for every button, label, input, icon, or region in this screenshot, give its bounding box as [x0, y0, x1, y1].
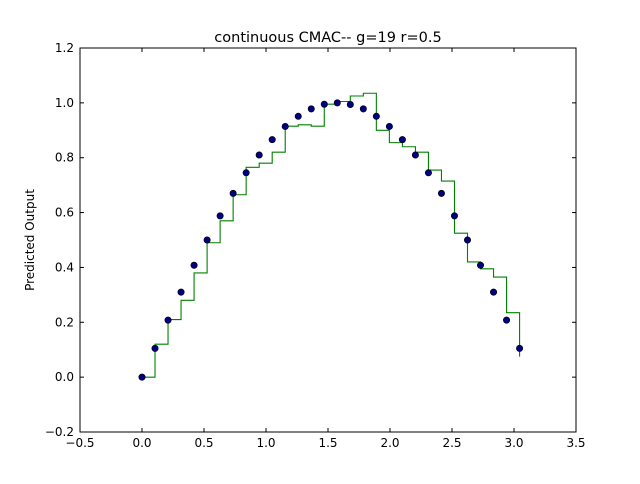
scatter-point [450, 212, 458, 220]
y-tick-label: 0.2 [55, 315, 74, 329]
x-tick-label: 2.0 [380, 436, 399, 450]
y-tick-label: 1.2 [55, 41, 74, 55]
scatter-point [177, 288, 185, 296]
scatter-point [437, 189, 445, 197]
scatter-point [463, 236, 471, 244]
scatter-point [242, 169, 250, 177]
x-tick-label: 1.5 [318, 436, 337, 450]
scatter-point [477, 261, 485, 269]
scatter-point [516, 344, 524, 352]
scatter-point [203, 236, 211, 244]
scatter-point [424, 169, 432, 177]
scatter-point [151, 344, 159, 352]
y-tick-label: 0.0 [55, 370, 74, 384]
chart-title: continuous CMAC-- g=19 r=0.5 [214, 30, 441, 46]
scatter-point [398, 136, 406, 144]
y-tick-label: 0.6 [55, 206, 74, 220]
scatter-point [346, 101, 354, 109]
x-tick-label: −0.5 [65, 436, 94, 450]
scatter-point [216, 212, 224, 220]
scatter-point [385, 122, 393, 130]
scatter-point [490, 288, 498, 296]
y-axis-label: Predicted Output [23, 189, 37, 291]
plot-frame [79, 47, 577, 433]
scatter-point [359, 105, 367, 113]
scatter-point [294, 112, 302, 120]
scatter-point [268, 136, 276, 144]
scatter-point [138, 373, 146, 381]
x-tick-label: 0.5 [194, 436, 213, 450]
plot-background [80, 48, 576, 432]
scatter-point [503, 316, 511, 324]
scatter-point [229, 189, 237, 197]
scatter-point [320, 100, 328, 108]
y-tick-label: 1.0 [55, 96, 74, 110]
y-tick-label: −0.2 [45, 425, 74, 439]
x-tick-label: 0.0 [132, 436, 151, 450]
y-tick-label: 0.8 [55, 151, 74, 165]
scatter-point [333, 99, 341, 107]
scatter-point [164, 316, 172, 324]
scatter-point [190, 261, 198, 269]
x-tick-label: 1.0 [256, 436, 275, 450]
x-tick-label: 2.5 [442, 436, 461, 450]
tick-layer: −0.5 0.0 0.5 1.0 1.5 2.0 2.5 3.0 3.5 −0.2 0.0 0.2 0.… [45, 41, 586, 450]
scatter-point [372, 112, 380, 120]
scatter-point [411, 151, 419, 159]
scatter-point [307, 105, 315, 113]
x-tick-label: 3.5 [566, 436, 585, 450]
data-layer [138, 92, 524, 381]
scatter-point [255, 151, 263, 159]
x-tick-label: 3.0 [504, 436, 523, 450]
scatter-point [281, 122, 289, 130]
y-tick-label: 0.4 [55, 260, 74, 274]
